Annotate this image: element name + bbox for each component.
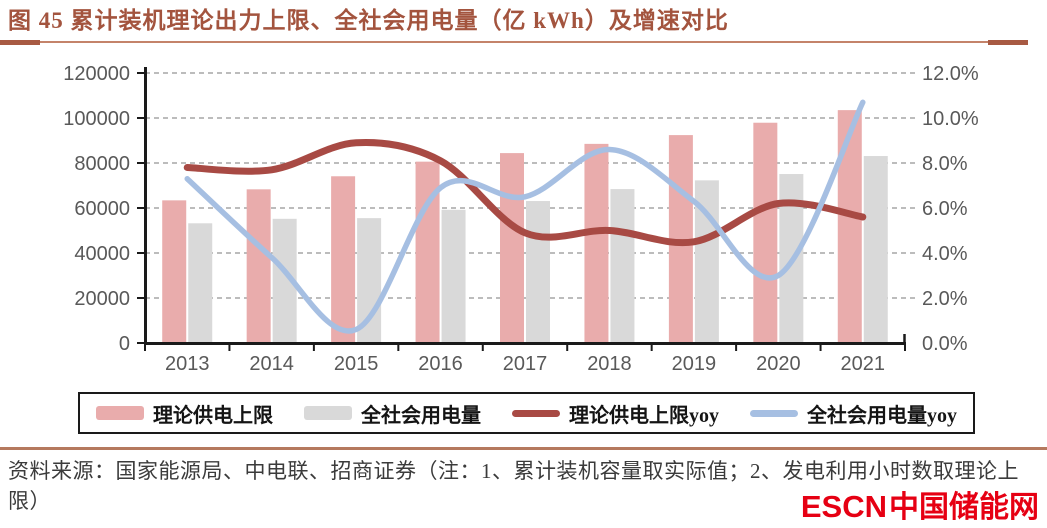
title-underline-base — [0, 41, 1028, 43]
legend-item-theory-supply-limit: 理论供电上限 — [96, 399, 273, 428]
y-axis-right-label: 0.0% — [922, 333, 968, 355]
escn-logo-chinese: 中国储能网 — [889, 491, 1039, 524]
legend-swatch-blue-line — [750, 409, 798, 417]
bar-2016-1 — [441, 209, 466, 343]
line-series-1 — [184, 99, 866, 334]
legend-item-theory-supply-limit-yoy: 理论供电上限yoy — [512, 399, 719, 428]
x-axis-label: 2019 — [672, 353, 717, 375]
combo-chart: 0 20000 40000 60000 80000 100000 120000 0.0% 2.0… — [63, 63, 979, 375]
y-axis-left-label: 20000 — [74, 288, 130, 310]
title-underline-right-cap — [988, 40, 1028, 45]
title-underline-left-cap — [0, 40, 40, 45]
y-axis-left-label: 60000 — [74, 198, 130, 220]
legend-label-theory-supply-limit-yoy: 理论供电上限yoy — [569, 404, 719, 427]
y-axis-right-label: 2.0% — [922, 288, 968, 310]
bar-series-1 — [188, 156, 888, 343]
axes — [137, 67, 906, 351]
y-axis-left-label: 80000 — [74, 153, 130, 175]
legend-label-society-consumption: 全社会用电量 — [361, 404, 481, 427]
escn-logo-latin: ESCN — [800, 489, 887, 524]
figure-title: 图 45 累计装机理论出力上限、全社会用电量（亿 kWh）及增速对比 — [8, 8, 729, 33]
chart-legend: 理论供电上限 全社会用电量 理论供电上限yoy 全社会用电量yoy — [78, 392, 975, 434]
bar-2014-0 — [246, 189, 271, 343]
legend-swatch-gray-bar — [304, 406, 352, 420]
y-axis-left-label: 40000 — [74, 243, 130, 265]
bar-2018-1 — [610, 189, 635, 343]
y-axis-right-label: 4.0% — [922, 243, 968, 265]
bar-2021-0 — [837, 110, 862, 343]
title-underline — [0, 40, 1028, 45]
legend-swatch-red-line — [512, 409, 560, 417]
bar-2021-1 — [863, 156, 888, 343]
legend-item-society-consumption-yoy: 全社会用电量yoy — [750, 399, 957, 428]
x-axis-label: 2015 — [334, 353, 379, 375]
escn-logo: ESCN中国储能网 — [794, 482, 1039, 526]
x-axis-label: 2017 — [503, 353, 548, 375]
legend-label-theory-supply-limit: 理论供电上限 — [153, 404, 273, 427]
y-axis-left-label: 100000 — [63, 108, 130, 130]
y-axis-right-label: 10.0% — [922, 108, 979, 130]
x-axis-label: 2016 — [418, 353, 463, 375]
line-series-0 — [183, 139, 867, 247]
y-axis-right-label: 12.0% — [922, 63, 979, 85]
legend-item-society-consumption: 全社会用电量 — [304, 399, 481, 428]
bar-2017-1 — [526, 201, 550, 343]
axis-labels: 0 20000 40000 60000 80000 100000 120000 0.0% 2.0… — [63, 63, 979, 375]
x-axis-label: 2013 — [165, 353, 210, 375]
x-axis-label: 2020 — [756, 353, 801, 375]
x-axis-label: 2021 — [841, 353, 886, 375]
bar-2018-0 — [584, 143, 609, 343]
x-axis-label: 2018 — [587, 353, 632, 375]
source-note: 资料来源：国家能源局、中电联、招商证券（注：1、累计装机容量取实际值；2、发电利… — [8, 459, 1019, 513]
y-axis-right-label: 8.0% — [922, 153, 968, 175]
legend-label-society-consumption-yoy: 全社会用电量yoy — [807, 404, 957, 427]
footer-divider — [0, 447, 1047, 450]
y-axis-left-label: 0 — [119, 333, 130, 355]
bar-2020-0 — [753, 122, 778, 343]
bar-2013-0 — [162, 200, 187, 343]
bar-2015-0 — [331, 176, 356, 343]
y-axis-left-label: 120000 — [63, 63, 130, 85]
bar-2017-0 — [500, 153, 524, 343]
y-axis-right-label: 6.0% — [922, 198, 968, 220]
legend-swatch-pink-bar — [96, 406, 144, 420]
x-axis-label: 2014 — [249, 353, 294, 375]
bar-2013-1 — [188, 223, 213, 343]
